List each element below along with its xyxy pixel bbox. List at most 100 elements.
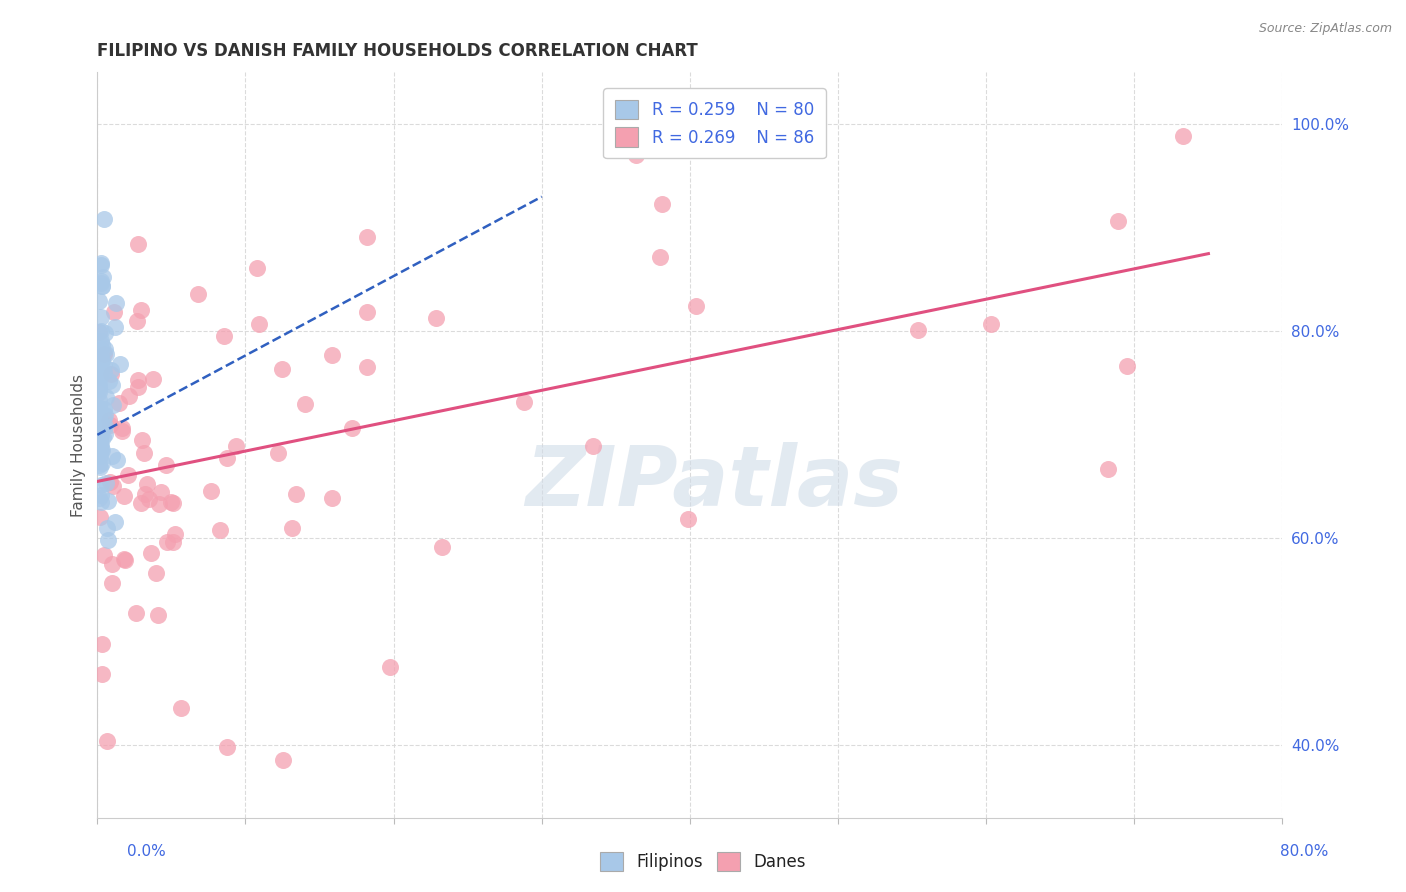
Point [89, 369, 111, 384]
Point [90, 310, 112, 324]
Point [93, 212, 115, 227]
Point [294, 397, 316, 411]
Point [340, 421, 363, 435]
Point [651, 196, 673, 211]
Point [114, 553, 136, 567]
Point [356, 305, 378, 319]
Point [94, 408, 117, 422]
Point [87, 366, 110, 380]
Point [87, 293, 110, 308]
Point [108, 357, 131, 371]
Point [89, 415, 111, 429]
Point [131, 433, 153, 447]
Point [90, 427, 112, 442]
Point [156, 535, 179, 549]
Point [321, 348, 343, 362]
Point [111, 424, 134, 438]
Point [96, 475, 118, 490]
Point [89, 368, 111, 383]
Point [93, 402, 115, 417]
Point [98, 418, 121, 433]
Point [87, 417, 110, 432]
Point [103, 304, 125, 318]
Point [103, 398, 125, 412]
Point [281, 520, 304, 534]
Point [145, 566, 167, 580]
Point [94, 418, 117, 433]
Point [101, 576, 124, 591]
Point [89, 342, 111, 356]
Point [100, 557, 122, 571]
Text: 80.0%: 80.0% [1281, 845, 1329, 859]
Point [89, 343, 111, 357]
Point [138, 491, 160, 506]
Point [89, 362, 111, 376]
Point [94, 343, 117, 357]
Point [87, 411, 110, 425]
Point [267, 446, 290, 460]
Point [142, 372, 165, 386]
Point [112, 551, 135, 566]
Point [100, 449, 122, 463]
Point [187, 286, 209, 301]
Point [87, 378, 110, 392]
Point [93, 359, 115, 373]
Point [93, 365, 115, 379]
Point [134, 487, 156, 501]
Point [89, 422, 111, 436]
Point [1097, 462, 1119, 476]
Point [90, 442, 112, 457]
Point [107, 395, 129, 409]
Point [104, 320, 127, 334]
Point [93, 347, 115, 361]
Point [87, 491, 110, 506]
Point [94, 390, 117, 404]
Point [87, 409, 110, 424]
Point [149, 485, 172, 500]
Point [378, 660, 401, 674]
Point [87, 384, 110, 399]
Point [650, 250, 672, 264]
Point [247, 317, 270, 331]
Point [146, 607, 169, 622]
Point [91, 337, 114, 351]
Point [127, 314, 149, 328]
Point [271, 362, 294, 376]
Point [217, 451, 239, 466]
Point [100, 377, 122, 392]
Point [101, 479, 124, 493]
Point [90, 352, 112, 367]
Point [89, 458, 111, 472]
Point [89, 509, 111, 524]
Point [98, 475, 121, 489]
Point [162, 535, 184, 549]
Point [87, 351, 110, 366]
Point [271, 754, 294, 768]
Point [93, 410, 115, 425]
Point [582, 439, 605, 453]
Point [91, 667, 114, 681]
Point [127, 379, 149, 393]
Point [626, 148, 648, 162]
Point [90, 495, 112, 509]
Point [90, 274, 112, 288]
Legend: R = 0.259    N = 80, R = 0.269    N = 86: R = 0.259 N = 80, R = 0.269 N = 86 [603, 88, 825, 159]
Point [980, 317, 1002, 331]
Y-axis label: Family Households: Family Households [72, 374, 86, 516]
Point [90, 334, 112, 348]
Point [89, 361, 111, 376]
Point [425, 310, 447, 325]
Text: FILIPINO VS DANISH FAMILY HOUSEHOLDS CORRELATION CHART: FILIPINO VS DANISH FAMILY HOUSEHOLDS COR… [97, 42, 699, 60]
Point [148, 497, 170, 511]
Point [208, 524, 231, 538]
Point [112, 489, 135, 503]
Text: 0.0%: 0.0% [127, 845, 166, 859]
Point [513, 395, 536, 409]
Point [87, 401, 110, 415]
Point [90, 324, 112, 338]
Point [225, 440, 247, 454]
Point [713, 117, 735, 131]
Point [100, 363, 122, 377]
Point [215, 739, 238, 754]
Point [676, 512, 699, 526]
